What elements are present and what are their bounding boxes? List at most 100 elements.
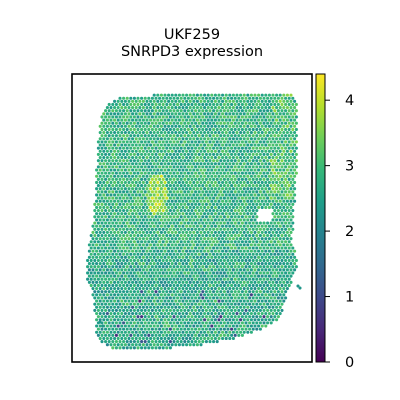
spot: [268, 287, 271, 290]
spot: [147, 190, 150, 193]
spot: [117, 268, 120, 271]
spot: [104, 197, 107, 200]
spot: [216, 128, 219, 131]
spot: [250, 231, 253, 234]
spot: [279, 100, 282, 103]
spot: [239, 168, 242, 171]
spot: [252, 228, 255, 231]
spot: [187, 246, 190, 249]
spot: [144, 346, 147, 349]
spot: [207, 156, 210, 159]
spot: [156, 293, 159, 296]
spot: [156, 162, 159, 165]
spot: [180, 321, 183, 324]
spot: [210, 318, 213, 321]
spot: [286, 268, 289, 271]
spot: [255, 190, 258, 193]
spot: [198, 309, 201, 312]
spot: [138, 106, 141, 109]
spot: [181, 256, 184, 259]
spot: [223, 290, 226, 293]
spot: [106, 106, 109, 109]
spot: [194, 197, 197, 200]
spot: [126, 128, 129, 131]
spot: [207, 293, 210, 296]
spot: [196, 119, 199, 122]
spot: [201, 147, 204, 150]
spot: [226, 290, 229, 293]
spot: [109, 125, 112, 128]
spot: [226, 315, 229, 318]
spot: [250, 137, 253, 140]
spot: [129, 209, 132, 212]
spot: [187, 103, 190, 106]
spot: [113, 324, 116, 327]
spot: [181, 100, 184, 103]
spot: [158, 246, 161, 249]
spot: [219, 134, 222, 137]
spot: [160, 156, 163, 159]
spot: [253, 293, 256, 296]
spot: [153, 293, 156, 296]
spot: [279, 243, 282, 246]
spot: [190, 303, 193, 306]
spot: [169, 271, 172, 274]
spot: [221, 299, 224, 302]
spot: [118, 309, 121, 312]
spot: [108, 240, 111, 243]
spot: [99, 237, 102, 240]
spot: [205, 197, 208, 200]
spot: [248, 197, 251, 200]
spot: [154, 259, 157, 262]
spot: [117, 275, 120, 278]
spot: [133, 284, 136, 287]
spot: [261, 162, 264, 165]
spot: [106, 112, 109, 115]
spot: [109, 312, 112, 315]
spot: [277, 184, 280, 187]
spot: [171, 206, 174, 209]
spot: [253, 250, 256, 253]
spot: [187, 128, 190, 131]
spot: [282, 143, 285, 146]
spot: [160, 212, 163, 215]
spot: [190, 153, 193, 156]
spot: [126, 259, 129, 262]
spot: [99, 268, 102, 271]
spot: [126, 265, 129, 268]
spot: [189, 206, 192, 209]
spot: [203, 150, 206, 153]
spot: [189, 262, 192, 265]
spot: [241, 215, 244, 218]
spot: [250, 268, 253, 271]
spot: [97, 190, 100, 193]
spot: [196, 212, 199, 215]
spot: [237, 328, 240, 331]
spot: [178, 143, 181, 146]
spot: [243, 212, 246, 215]
spot: [135, 237, 138, 240]
spot: [176, 228, 179, 231]
spot: [214, 187, 217, 190]
spot: [151, 309, 154, 312]
spot: [192, 237, 195, 240]
spot: [239, 175, 242, 178]
spot: [232, 175, 235, 178]
spot: [196, 143, 199, 146]
spot: [241, 240, 244, 243]
spot: [243, 187, 246, 190]
spot: [102, 318, 105, 321]
spot: [237, 140, 240, 143]
spot: [273, 290, 276, 293]
spot: [259, 172, 262, 175]
spot: [142, 187, 145, 190]
spot: [268, 250, 271, 253]
spot: [248, 209, 251, 212]
spot: [127, 237, 130, 240]
spot: [190, 128, 193, 131]
spot: [117, 337, 120, 340]
spot: [104, 253, 107, 256]
spot: [102, 287, 105, 290]
spot: [241, 147, 244, 150]
spot: [230, 178, 233, 181]
